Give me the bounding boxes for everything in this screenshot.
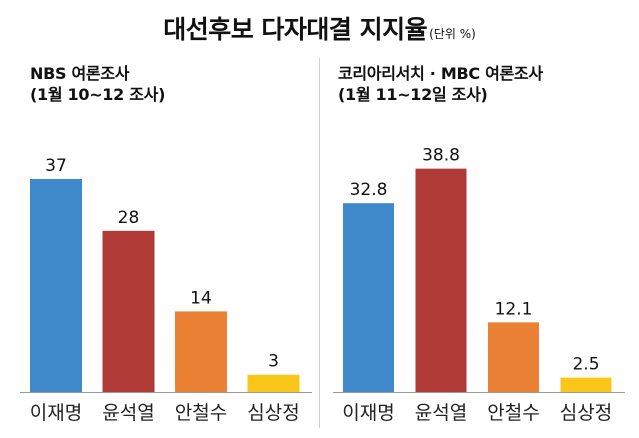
left-panel-heading: NBS 여론조사 (1월 10~12 조사) [30, 63, 165, 105]
bar-이재명 [343, 203, 394, 392]
category-label: 심상정 [247, 402, 299, 424]
value-label: 38.8 [422, 146, 460, 166]
left-panel-subtitle: NBS 여론조사 [30, 64, 130, 83]
value-label: 14 [190, 288, 212, 308]
category-label: 이재명 [342, 402, 394, 424]
category-label: 안철수 [487, 402, 539, 424]
category-label: 심상정 [560, 402, 612, 424]
value-label: 3 [268, 352, 279, 372]
chart-title: 대선후보 다자대결 지지율 (단위 %) [0, 10, 639, 46]
chart-panel-2: 32.8 이재명 38.8 윤석열 12.1 안철수 2.5 심상정 [333, 146, 625, 424]
category-label: 안철수 [175, 402, 227, 424]
bar-안철수 [488, 322, 539, 392]
category-label: 이재명 [30, 402, 82, 424]
value-label: 37 [45, 156, 67, 176]
category-label: 윤석열 [102, 402, 154, 424]
value-label: 28 [118, 208, 140, 228]
chart-title-text: 대선후보 다자대결 지지율 [163, 15, 428, 44]
right-panel-subtitle: 코리아리서치 · MBC 여론조사 [338, 64, 543, 83]
bar-윤석열 [102, 230, 155, 392]
right-panel-heading: 코리아리서치 · MBC 여론조사 (1월 11~12일 조사) [338, 63, 543, 105]
bar-윤석열 [415, 168, 467, 392]
category-label: 윤석열 [415, 402, 467, 424]
chart-panel-1: 37 이재명 28 윤석열 14 안철수 3 심상정 [20, 156, 312, 424]
bar-심상정 [247, 374, 300, 392]
panel-divider [319, 58, 320, 428]
right-panel-period: (1월 11~12일 조사) [338, 85, 488, 104]
bar-심상정 [560, 377, 612, 392]
value-label: 2.5 [572, 355, 599, 375]
bar-안철수 [175, 311, 227, 392]
value-label: 12.1 [495, 299, 533, 319]
unit-label: (단위 %) [429, 27, 476, 41]
value-label: 32.8 [350, 180, 388, 200]
left-panel-period: (1월 10~12 조사) [30, 85, 166, 104]
bar-이재명 [30, 179, 82, 392]
